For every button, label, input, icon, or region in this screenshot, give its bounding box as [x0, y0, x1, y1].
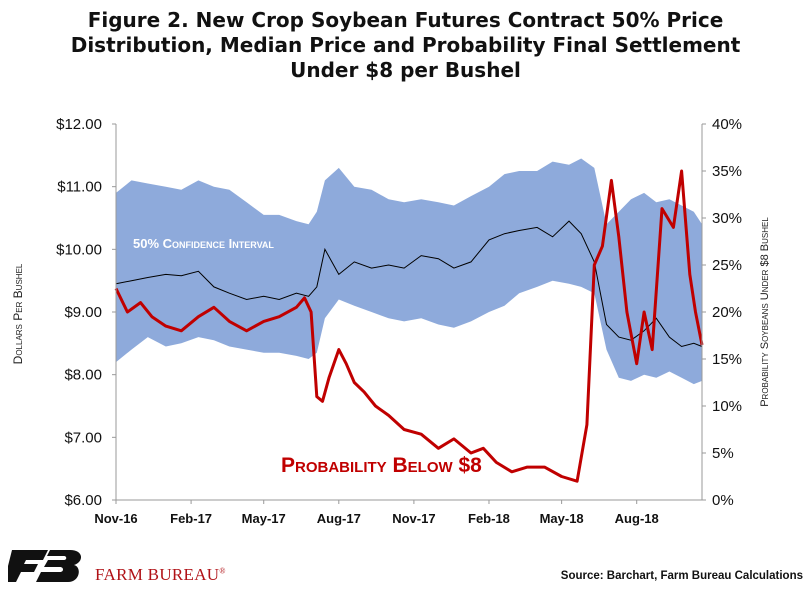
right-tick-label: 40%	[712, 116, 742, 133]
x-tick-label: Aug-18	[615, 511, 659, 526]
source-note: Source: Barchart, Farm Bureau Calculatio…	[560, 570, 803, 582]
registered-mark: ®	[219, 566, 226, 576]
left-tick-label: $6.00	[64, 492, 102, 509]
probability-layer	[114, 169, 704, 483]
chart-title-line-1: Figure 2. New Crop Soybean Futures Contr…	[87, 8, 724, 32]
right-axis-label: Probability Soybeans Under $8 Bushel	[759, 217, 771, 407]
median-price-layer	[115, 220, 703, 348]
x-tick-label: Nov-16	[94, 511, 137, 526]
median-price-line	[115, 220, 703, 348]
right-tick-label: 30%	[712, 210, 742, 227]
left-tick-label: $11.00	[57, 179, 102, 196]
right-tick-label: 35%	[712, 163, 742, 180]
axes-layer: $6.00 $7.00 $8.00 $9.00 $10.00 $11.00 $12.00 0%…	[56, 116, 742, 526]
x-tick-label: Feb-18	[468, 511, 510, 526]
probability-annotation: Probability Below $8	[281, 454, 482, 477]
right-tick-label: 0%	[712, 492, 734, 509]
chart-title-line-2: Distribution, Median Price and Probabili…	[70, 33, 741, 57]
probability-line	[114, 169, 704, 483]
right-tick-label: 15%	[712, 351, 742, 368]
chart-title: Figure 2. New Crop Soybean Futures Contr…	[0, 8, 811, 83]
left-tick-label: $9.00	[64, 304, 102, 321]
left-tick-label: $12.00	[56, 116, 102, 133]
left-tick-label: $7.00	[64, 429, 102, 446]
right-tick-label: 5%	[712, 445, 734, 462]
x-tick-label: Aug-17	[317, 511, 361, 526]
brand-name: FARM BUREAU®	[95, 565, 226, 585]
right-tick-label: 10%	[712, 398, 742, 415]
left-tick-label: $10.00	[56, 241, 102, 258]
confidence-band	[116, 158, 702, 385]
chart-title-line-3: Under $8 per Bushel	[290, 58, 521, 82]
x-tick-label: Feb-17	[170, 511, 212, 526]
band-annotation: 50% Confidence Interval	[133, 236, 274, 251]
left-tick-label: $8.00	[64, 367, 102, 384]
x-tick-label: Nov-17	[392, 511, 435, 526]
left-axis-label: Dollars Per Bushel	[11, 263, 25, 364]
farm-bureau-logo	[8, 550, 82, 582]
brand-name-text: FARM BUREAU	[95, 565, 220, 584]
confidence-band-layer	[116, 158, 702, 385]
x-tick-label: May-18	[540, 511, 584, 526]
right-tick-label: 25%	[712, 257, 742, 274]
x-tick-label: May-17	[242, 511, 286, 526]
right-tick-label: 20%	[712, 304, 742, 321]
